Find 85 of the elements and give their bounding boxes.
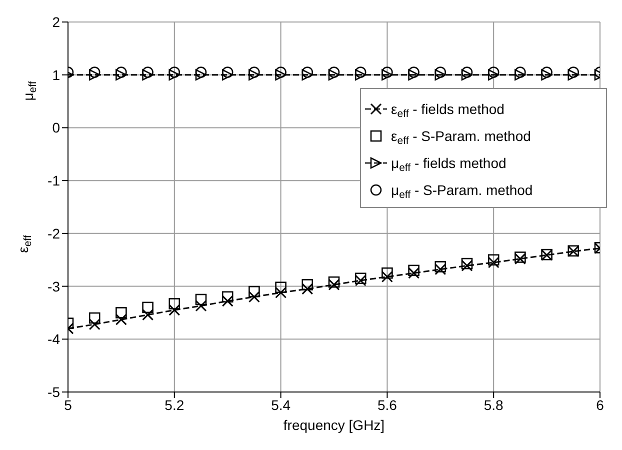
point <box>168 304 180 316</box>
point <box>88 312 100 324</box>
point <box>382 69 393 81</box>
point <box>275 286 287 298</box>
y-tick-label: -3 <box>48 278 60 294</box>
point <box>195 69 207 81</box>
point <box>434 66 446 78</box>
point <box>382 66 393 78</box>
point <box>434 264 446 276</box>
point <box>328 276 340 288</box>
legend-label: ε$_{eff}$ - S-Param. method <box>391 128 531 148</box>
point <box>514 69 526 81</box>
point <box>541 69 552 81</box>
y-tick-label: 1 <box>52 66 60 83</box>
x-tick-label: 5 <box>64 396 72 413</box>
point <box>275 66 286 78</box>
point <box>88 69 100 81</box>
point <box>354 69 366 81</box>
x-tick-label: 5.6 <box>377 396 398 413</box>
point <box>222 66 234 78</box>
point <box>222 291 234 303</box>
point <box>275 69 286 81</box>
x-tick-label: 5.4 <box>271 396 291 413</box>
y-tick-label: 0 <box>52 120 60 136</box>
point <box>381 271 393 283</box>
x-tick-label: 6 <box>596 396 604 413</box>
point <box>168 69 180 81</box>
point <box>195 300 207 312</box>
point <box>195 66 207 78</box>
point <box>488 66 500 78</box>
y-tick-label: -5 <box>48 384 60 400</box>
point <box>248 291 260 303</box>
x-tick-label: 5.8 <box>484 396 504 413</box>
y-tick-label: -4 <box>48 331 60 348</box>
point <box>434 69 446 81</box>
point <box>488 254 500 266</box>
point <box>142 309 154 321</box>
point <box>88 66 100 78</box>
point <box>302 69 314 81</box>
point <box>541 66 552 78</box>
point <box>222 69 234 81</box>
y-tick-label: -2 <box>48 225 60 242</box>
point <box>408 264 420 276</box>
point <box>302 66 314 78</box>
point <box>568 66 580 78</box>
legend-label: μ$_{eff}$ - fields method <box>391 155 506 174</box>
point <box>168 66 180 78</box>
legend-label: ε$_{eff}$ - fields method <box>391 101 504 120</box>
point <box>568 69 580 81</box>
point <box>116 66 127 78</box>
point <box>248 66 260 78</box>
point <box>88 318 100 330</box>
point <box>461 66 473 78</box>
point <box>302 283 314 295</box>
point <box>302 279 314 290</box>
point <box>142 66 154 78</box>
point <box>222 295 234 307</box>
x-axis-title: frequency [GHz] <box>283 417 385 433</box>
point <box>461 69 473 81</box>
point <box>408 267 420 279</box>
point <box>115 314 127 326</box>
point <box>116 69 127 81</box>
point <box>514 66 526 78</box>
point <box>382 267 393 279</box>
point <box>328 69 340 81</box>
point <box>488 69 500 81</box>
legend-label: μ$_{eff}$ - S-Param. method <box>391 182 533 202</box>
point <box>488 256 500 268</box>
point <box>328 66 340 78</box>
point <box>142 69 154 81</box>
point <box>142 302 154 314</box>
x-tick-label: 5.2 <box>164 396 184 413</box>
point <box>408 66 420 78</box>
point <box>248 69 260 81</box>
point <box>354 66 366 78</box>
y-tick-label: 2 <box>52 14 60 30</box>
point <box>328 278 340 290</box>
y-tick-label: -1 <box>48 172 60 189</box>
point <box>116 307 127 318</box>
point <box>408 69 420 81</box>
point <box>275 282 286 293</box>
point <box>195 294 207 306</box>
point <box>434 261 446 272</box>
point <box>168 298 180 310</box>
point <box>248 286 260 298</box>
